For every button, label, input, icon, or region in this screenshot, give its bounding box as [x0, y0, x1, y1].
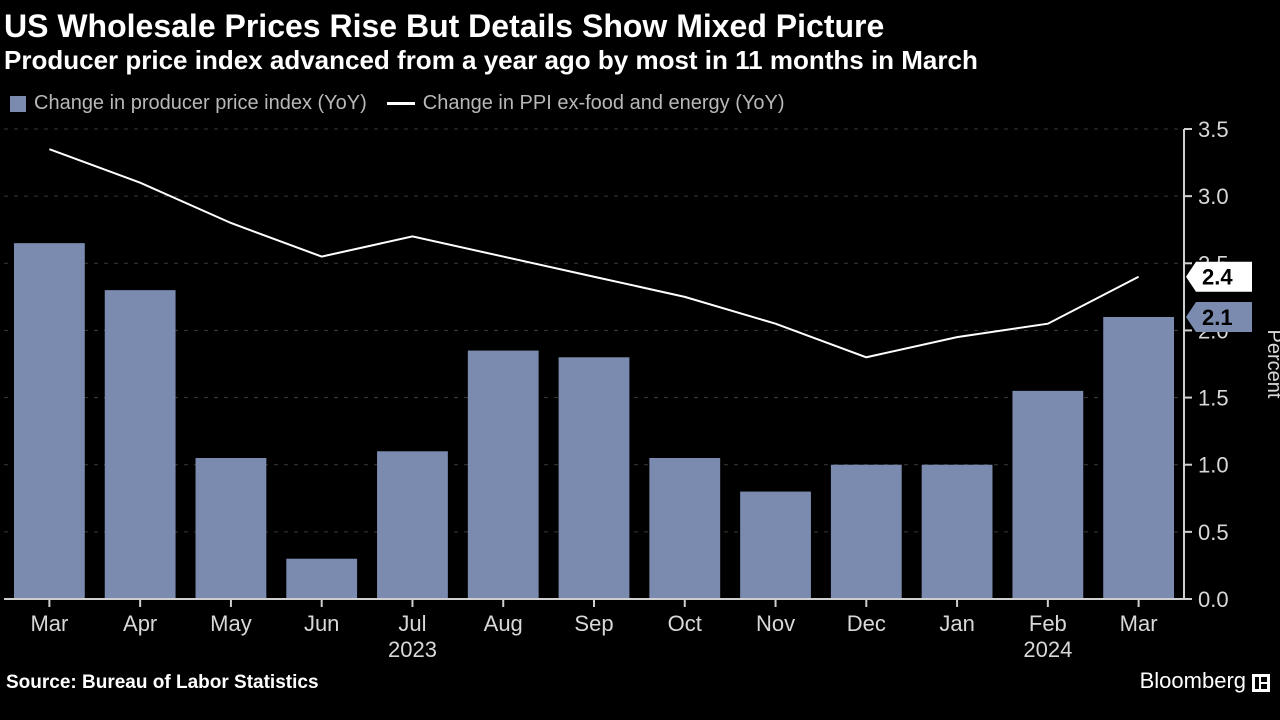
bar — [196, 458, 267, 599]
chart-area: 0.00.51.01.52.02.53.03.52.42.1MarAprMayJ… — [0, 121, 1280, 666]
svg-text:2023: 2023 — [388, 637, 437, 661]
legend: Change in producer price index (YoY) Cha… — [0, 84, 1280, 121]
end-label: 2.1 — [1186, 302, 1252, 332]
bar — [649, 458, 720, 599]
bar — [1012, 391, 1083, 599]
svg-text:Nov: Nov — [756, 611, 795, 636]
svg-text:2024: 2024 — [1023, 637, 1072, 661]
svg-text:2.4: 2.4 — [1202, 265, 1233, 290]
svg-text:Jun: Jun — [304, 611, 339, 636]
legend-item-bars: Change in producer price index (YoY) — [10, 92, 367, 115]
bar — [14, 243, 85, 599]
svg-text:Jul: Jul — [398, 611, 426, 636]
svg-text:Aug: Aug — [484, 611, 523, 636]
svg-text:Jan: Jan — [939, 611, 974, 636]
svg-text:Dec: Dec — [847, 611, 886, 636]
bloomberg-logo-icon — [1252, 672, 1270, 690]
ppi-chart: 0.00.51.01.52.02.53.03.52.42.1MarAprMayJ… — [0, 121, 1280, 661]
legend-label-bars: Change in producer price index (YoY) — [34, 92, 367, 115]
svg-text:0.0: 0.0 — [1198, 587, 1229, 612]
legend-swatch-bars — [10, 96, 26, 112]
chart-title: US Wholesale Prices Rise But Details Sho… — [0, 0, 1280, 45]
svg-text:May: May — [210, 611, 252, 636]
bar — [831, 465, 902, 599]
svg-text:0.5: 0.5 — [1198, 520, 1229, 545]
legend-item-line: Change in PPI ex-food and energy (YoY) — [387, 92, 785, 115]
svg-text:Apr: Apr — [123, 611, 157, 636]
brand-attribution: Bloomberg — [1140, 668, 1270, 694]
legend-swatch-line — [387, 102, 415, 105]
svg-text:1.5: 1.5 — [1198, 386, 1229, 411]
end-label: 2.4 — [1186, 262, 1252, 292]
legend-label-line: Change in PPI ex-food and energy (YoY) — [423, 92, 785, 115]
bar — [1103, 317, 1174, 599]
svg-text:Mar: Mar — [1120, 611, 1158, 636]
svg-text:Oct: Oct — [668, 611, 702, 636]
svg-text:1.0: 1.0 — [1198, 453, 1229, 478]
svg-text:Mar: Mar — [30, 611, 68, 636]
bar — [286, 559, 357, 599]
svg-text:3.5: 3.5 — [1198, 121, 1229, 142]
bar — [105, 290, 176, 599]
brand-text: Bloomberg — [1140, 668, 1246, 694]
svg-text:Percent: Percent — [1263, 330, 1280, 399]
source-attribution: Source: Bureau of Labor Statistics — [0, 666, 1280, 700]
bar — [559, 357, 630, 599]
bar — [377, 451, 448, 599]
svg-text:Feb: Feb — [1029, 611, 1067, 636]
svg-text:2.1: 2.1 — [1202, 305, 1233, 330]
bar — [740, 492, 811, 599]
svg-text:Sep: Sep — [574, 611, 613, 636]
chart-subtitle: Producer price index advanced from a yea… — [0, 45, 1280, 84]
bar — [468, 351, 539, 599]
svg-text:3.0: 3.0 — [1198, 184, 1229, 209]
bar — [922, 465, 993, 599]
